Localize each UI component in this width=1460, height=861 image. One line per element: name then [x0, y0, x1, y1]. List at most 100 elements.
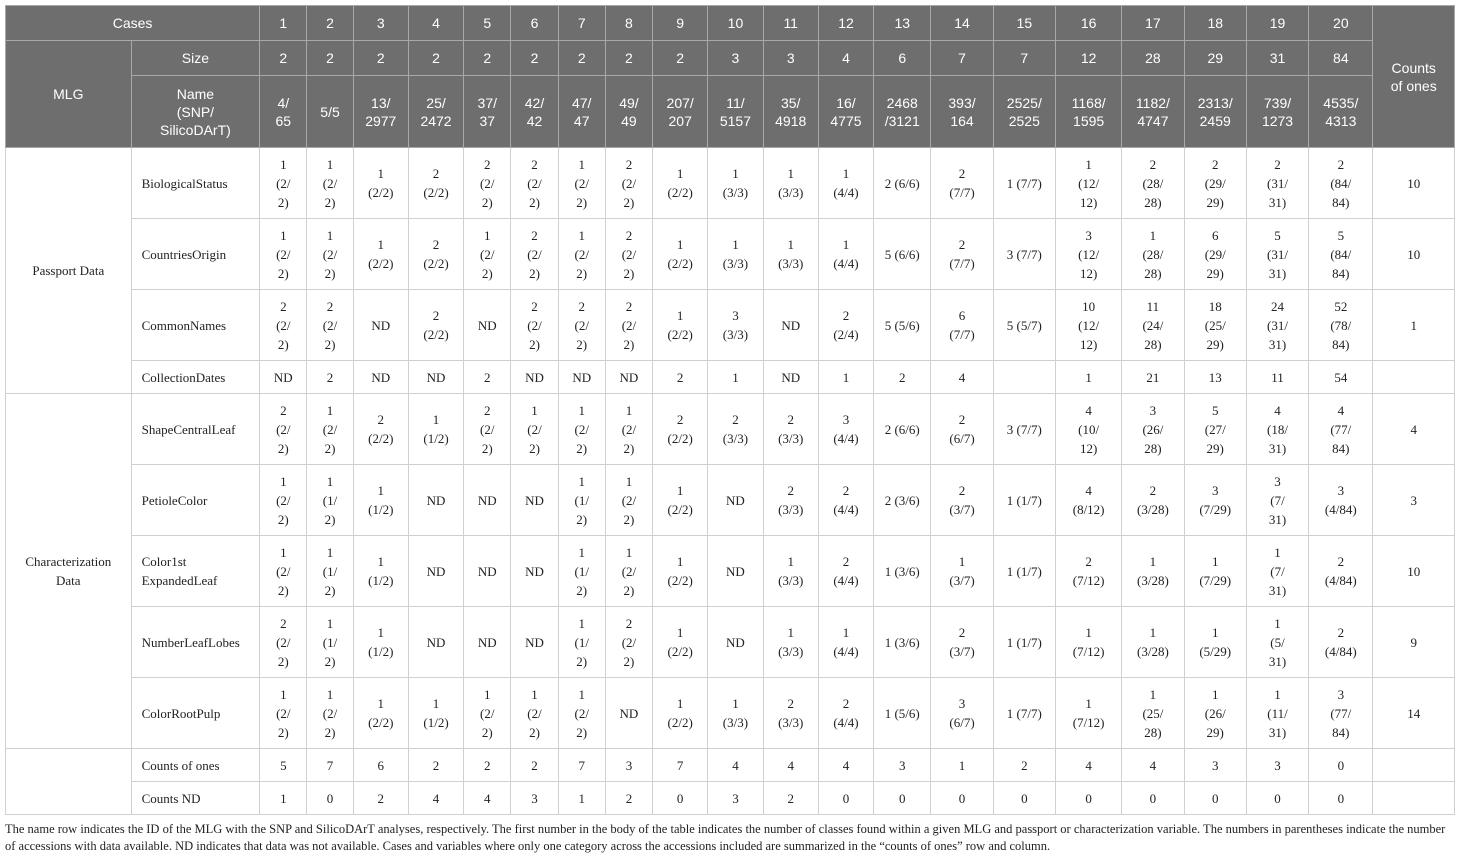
cell-text: 2)	[324, 724, 336, 740]
cell-text: 1	[484, 227, 491, 243]
cell-text: 31)	[1268, 336, 1287, 352]
cell-text: (1/2)	[423, 431, 449, 446]
data-cell: 2 (3/3)	[707, 393, 764, 465]
cell-text: 1	[842, 237, 850, 252]
data-cell: 3 (4/4)	[817, 393, 875, 465]
mlg-name: 4/65	[259, 75, 308, 148]
cell-text: 2	[432, 308, 440, 323]
cell-text: 13/	[371, 94, 391, 111]
cell-text: 47	[573, 112, 590, 129]
cell-text: (2/2)	[368, 185, 394, 200]
cell-text: 1	[787, 237, 794, 252]
cell-text: 1	[1274, 686, 1281, 702]
data-cell: 1 (1/2)	[306, 464, 354, 536]
cell-text: Passport Data	[32, 263, 105, 278]
cell-text: (4/84)	[1324, 573, 1357, 588]
data-cell: 2 (2/2)	[352, 393, 409, 465]
data-cell: 2 (2/2)	[604, 147, 654, 219]
counts-of-ones-value	[1372, 781, 1455, 815]
cell-text: 0	[326, 790, 334, 806]
cell-text: 2	[1085, 554, 1092, 569]
cell-text: 1	[377, 554, 385, 569]
data-cell: 2 (2/2)	[407, 147, 465, 219]
cell-text: 2	[1337, 156, 1345, 172]
data-cell: 1 (2/2)	[352, 218, 409, 290]
data-cell: 4 (18/31)	[1245, 393, 1310, 465]
cell-text: 1	[326, 156, 334, 172]
cell-text: (3/3)	[778, 644, 804, 659]
cell-text: (SNP/	[176, 103, 215, 120]
cell-text: 1	[625, 473, 633, 489]
mlg-size: 2	[463, 40, 512, 76]
cell-text: PetioleColor	[141, 492, 208, 508]
data-cell: 2 (6/7)	[930, 393, 994, 465]
data-cell: 0	[1054, 781, 1123, 815]
cell-text: 2	[625, 790, 633, 806]
cell-text: 12)	[1079, 440, 1098, 456]
variable-name: PetioleColor	[130, 464, 261, 536]
cell-text: 2	[1021, 757, 1028, 773]
cell-text: 3	[625, 757, 633, 773]
cell-text: 1	[842, 166, 850, 181]
cell-text: 2)	[576, 724, 588, 740]
cell-text: 0	[676, 790, 684, 806]
table-row: Counts of ones 5 7 6 2 2 2 7 3 7 4 4 4 3 1 2 4 4 3 3 0	[5, 748, 1455, 815]
table-row: Passport Data BiologicalStatus 1 (2/2) 1 (2/2…	[5, 147, 1455, 394]
cell-text: 1	[842, 369, 850, 385]
cell-text: (7/7)	[949, 185, 975, 200]
cell-text: 25/	[426, 94, 446, 111]
counts-of-ones-header: Counts of ones	[1372, 5, 1455, 148]
cell-text: ND	[426, 634, 446, 650]
cell-text: ND	[726, 563, 745, 579]
data-cell: ND	[762, 360, 819, 394]
data-cell: 3 (26/28)	[1121, 393, 1185, 465]
data-cell: 2	[463, 360, 512, 394]
data-cell: 2	[652, 360, 709, 394]
cell-text: 2)	[277, 582, 289, 598]
data-cell: 2 (3/3)	[762, 393, 819, 465]
mlg-size: 2	[259, 40, 308, 76]
data-cell: 4 (77/84)	[1308, 393, 1374, 465]
data-cell: 1 (2/2)	[652, 677, 709, 749]
cell-text: (2/	[480, 421, 495, 437]
cell-text: ND	[477, 563, 497, 579]
cell-text: 1	[1149, 686, 1157, 702]
cell-text: 1	[326, 227, 334, 243]
data-cell: 10 (12/12)	[1054, 289, 1123, 361]
cell-text: (2/	[621, 246, 637, 262]
cell-text: 1	[377, 625, 385, 640]
mlg-size: 2	[604, 40, 654, 76]
data-cell: 1 (3/6)	[873, 606, 932, 678]
mlg-name: 1182/4747	[1121, 75, 1185, 148]
cell-text: (2/	[276, 175, 291, 191]
data-cell: ND	[510, 606, 559, 678]
cell-text: 2)	[324, 582, 336, 598]
cell-text: (2/2)	[368, 256, 394, 271]
cell-text: 2	[842, 308, 850, 323]
cell-text: 2313/	[1197, 94, 1233, 111]
cell-text: of ones	[1390, 77, 1437, 94]
cell-text: ND	[619, 705, 639, 721]
data-cell: 1 (3/6)	[873, 535, 932, 607]
cell-text: (4/4)	[833, 256, 859, 271]
cell-text: 3	[1274, 473, 1281, 489]
cell-text: 2)	[576, 336, 588, 352]
data-cell: 2 (7/7)	[930, 147, 994, 219]
cell-text: 1	[280, 227, 287, 243]
data-cell: 1 (2/2)	[652, 147, 709, 219]
cell-text: 12)	[1079, 194, 1098, 210]
data-cell: 4	[407, 781, 465, 815]
cell-text: 31)	[1268, 724, 1287, 740]
cell-text: 12)	[1079, 265, 1098, 281]
cell-text: 1	[280, 686, 287, 702]
cell-text: 4	[732, 757, 739, 773]
cell-text: 5	[1337, 227, 1345, 243]
data-cell: 1 (7/12)	[1054, 606, 1123, 678]
cell-text: 1	[1149, 554, 1157, 569]
data-cell: 3	[1245, 748, 1310, 782]
cell-text: 2)	[623, 582, 635, 598]
cell-text: 4918	[775, 112, 807, 129]
data-cell: ND	[463, 289, 512, 361]
mlg-size: 29	[1183, 40, 1247, 76]
data-cell: 5 (5/7)	[992, 289, 1056, 361]
